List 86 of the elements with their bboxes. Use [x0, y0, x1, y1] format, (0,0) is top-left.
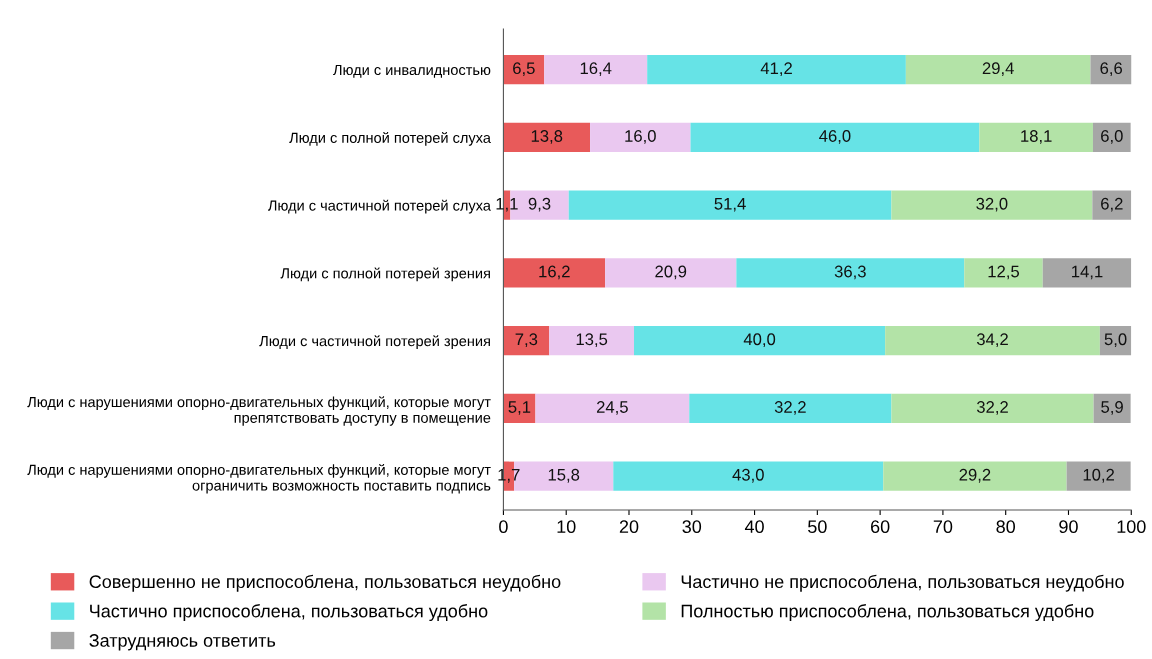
y-tick-label: Люди с нарушениями опорно-двигательных функций, которые могут препятствовать доступу в помещение	[27, 396, 491, 426]
bar	[613, 461, 884, 491]
data-label: 18,1	[1021, 130, 1052, 144]
bar	[885, 326, 1100, 356]
data-label: 10,2	[1083, 468, 1114, 483]
data-label: 51,4	[714, 198, 746, 212]
data-label: 16,0	[625, 130, 656, 144]
y-tick-label: Люди с полной потерей зрения	[280, 267, 490, 282]
data-label: 40,0	[743, 333, 776, 348]
bar	[905, 55, 1091, 85]
data-label: 6,6	[1100, 62, 1123, 77]
bar	[1066, 461, 1131, 491]
bar	[1092, 122, 1131, 152]
x-tick-label: 50	[808, 520, 827, 534]
bar	[634, 326, 886, 356]
x-tick-label: 80	[996, 520, 1016, 534]
x-tick-label: 70	[933, 520, 953, 534]
bar	[647, 55, 906, 85]
data-label: 24,5	[596, 401, 628, 415]
data-label: 12,5	[988, 265, 1020, 280]
bar	[549, 326, 635, 356]
bar	[568, 190, 892, 220]
data-label: 6,5	[513, 62, 535, 77]
legend-label: Затрудняюсь ответить	[89, 634, 276, 651]
data-label: 6,0	[1101, 130, 1123, 144]
data-label: 5,0	[1104, 333, 1127, 348]
data-label: 13,8	[531, 130, 563, 144]
bar	[1090, 55, 1132, 85]
bar	[883, 461, 1067, 491]
x-tick-label: 0	[499, 520, 508, 534]
data-label: 5,1	[508, 401, 531, 415]
y-tick-label: Люди с частичной потерей слуха	[267, 199, 491, 214]
x-tick-label: 90	[1059, 520, 1078, 534]
bar	[736, 258, 965, 288]
data-label: 32,2	[976, 401, 1008, 415]
bar	[964, 258, 1043, 288]
data-label: 7,3	[515, 333, 538, 348]
bar	[891, 190, 1093, 220]
x-tick-label: 10	[557, 520, 576, 534]
data-label: 43,0	[732, 468, 764, 483]
x-tick-label: 40	[744, 520, 764, 534]
bar	[590, 122, 691, 152]
data-label: 15,8	[548, 468, 580, 483]
bar	[891, 393, 1094, 423]
y-tick-label: Люди с частичной потерей зрения	[259, 335, 490, 350]
data-label: 20,9	[655, 265, 687, 280]
data-label: 41,2	[760, 62, 792, 77]
y-tick-label: Люди с инвалидностью	[333, 64, 491, 78]
legend-label: Полностью приспособлена, пользоваться удобно	[681, 604, 1094, 622]
data-label: 32,0	[976, 197, 1008, 212]
y-tick-label: Люди с полной потерей слуха	[289, 131, 491, 146]
x-tick-label: 30	[682, 520, 702, 534]
legend-label: Совершенно не приспособлена, пользоваться неудобно	[89, 574, 561, 592]
data-label: 6,2	[1101, 197, 1123, 212]
bar	[979, 122, 1093, 152]
data-label: 9,3	[528, 197, 551, 212]
y-tick-label: Люди с нарушениями опорно-двигательных функций, которые могут ограничить возможность поставить подпись	[27, 463, 491, 494]
legend-label: Частично не приспособлена, пользоваться неудобно	[681, 574, 1124, 592]
data-label: 32,2	[774, 401, 806, 415]
bar	[605, 258, 737, 288]
bar	[690, 122, 980, 152]
x-tick-label: 60	[871, 520, 890, 534]
bar	[503, 55, 545, 85]
data-label: 36,3	[834, 265, 866, 280]
data-label: 29,2	[959, 468, 991, 483]
data-label: 34,2	[976, 333, 1008, 348]
bar	[1042, 258, 1132, 288]
bar	[535, 393, 690, 423]
data-label: 16,2	[539, 265, 570, 280]
legend-label: Частично приспособлена, пользоваться удобно	[90, 604, 488, 622]
data-label: 46,0	[819, 130, 851, 144]
x-tick-label: 100	[1117, 520, 1146, 534]
bar	[544, 55, 648, 85]
bar	[503, 122, 591, 152]
data-label: 29,4	[982, 62, 1014, 77]
data-label: 13,5	[576, 333, 608, 348]
bar	[1099, 326, 1132, 356]
data-label: 16,4	[580, 62, 612, 77]
data-label: 14,1	[1072, 265, 1103, 280]
bar	[1092, 190, 1132, 220]
data-label: 5,9	[1101, 401, 1123, 415]
bar	[503, 258, 606, 288]
x-tick-label: 20	[619, 520, 639, 534]
bar	[1093, 393, 1131, 423]
bar	[689, 393, 892, 423]
bar	[503, 326, 550, 356]
